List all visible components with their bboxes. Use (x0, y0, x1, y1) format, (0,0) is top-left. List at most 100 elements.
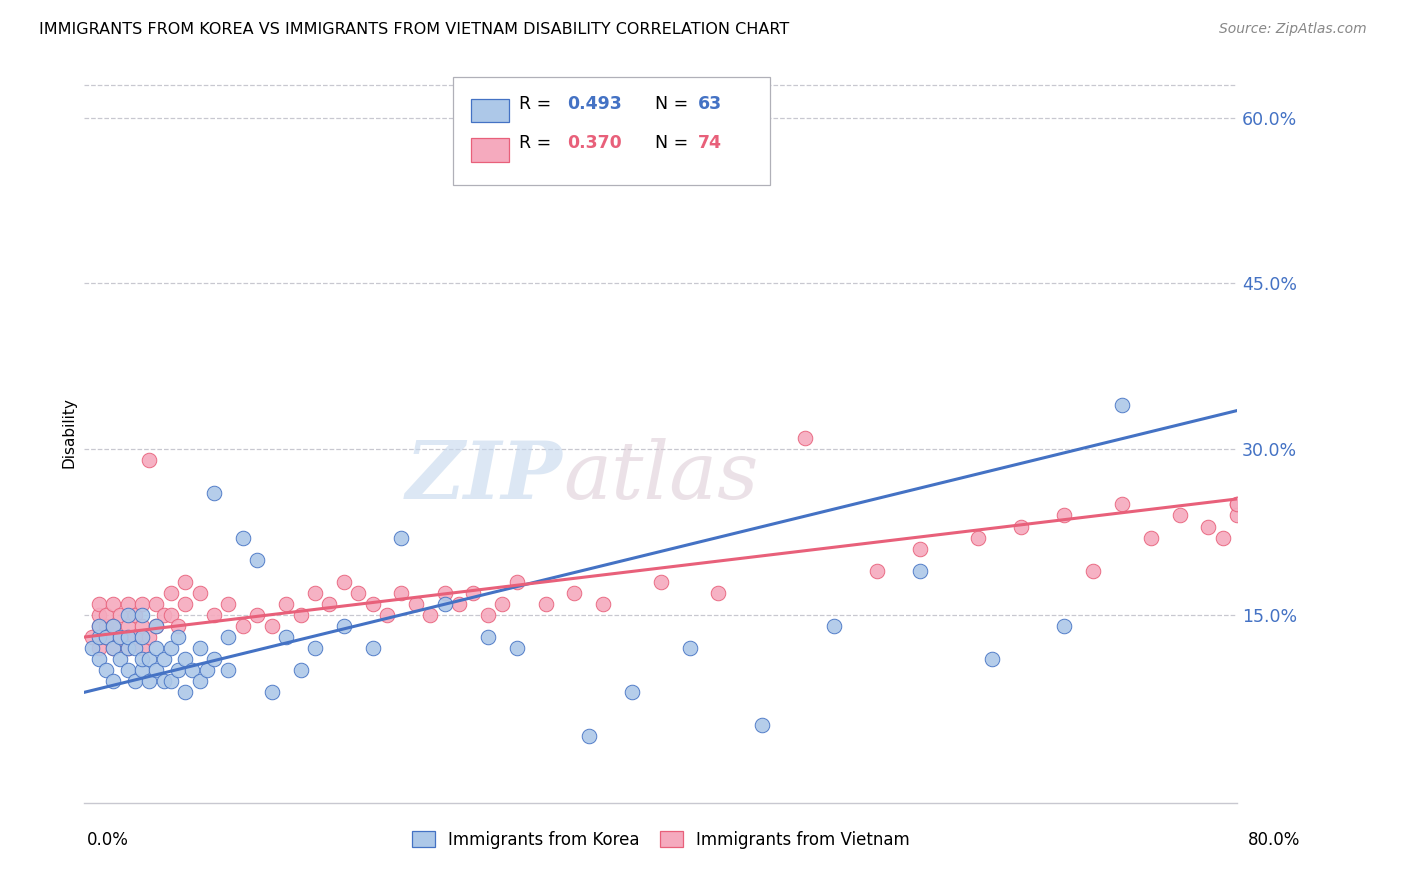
Point (167, 663, 190, 677)
Point (304, 586, 326, 600)
Point (152, 652, 174, 666)
Point (160, 641, 183, 656)
Point (87, 630, 110, 644)
Point (910, 564, 932, 578)
Point (87, 619, 110, 633)
Text: IMMIGRANTS FROM KOREA VS IMMIGRANTS FROM VIETNAM DISABILITY CORRELATION CHART: IMMIGRANTS FROM KOREA VS IMMIGRANTS FROM… (39, 22, 790, 37)
Point (1111, 498, 1133, 512)
Point (87, 641, 110, 656)
Point (823, 619, 845, 633)
Text: 80.0%: 80.0% (1249, 831, 1301, 849)
Text: atlas: atlas (562, 438, 758, 516)
Point (1053, 508, 1076, 523)
Point (218, 630, 240, 644)
Point (910, 541, 932, 556)
Point (967, 531, 990, 545)
Point (463, 586, 485, 600)
Point (181, 663, 204, 677)
Point (117, 630, 139, 644)
Point (152, 674, 174, 689)
Text: 0.0%: 0.0% (87, 831, 129, 849)
Point (477, 630, 499, 644)
Point (87, 652, 110, 666)
Point (110, 630, 132, 644)
Point (276, 597, 298, 611)
Point (103, 641, 124, 656)
Point (188, 586, 211, 600)
Point (564, 586, 586, 600)
Text: N =: N = (644, 135, 693, 153)
Point (145, 619, 167, 633)
Text: R =: R = (519, 135, 557, 153)
Point (117, 607, 139, 622)
Y-axis label: Disability: Disability (60, 397, 76, 468)
Point (103, 619, 124, 633)
Point (124, 641, 146, 656)
Point (167, 619, 190, 633)
Point (94, 663, 117, 677)
Point (405, 597, 427, 611)
Point (87, 607, 110, 622)
Point (103, 619, 124, 633)
Point (117, 619, 139, 633)
Point (1010, 519, 1032, 533)
Point (391, 531, 413, 545)
Point (866, 564, 889, 578)
Point (131, 652, 153, 666)
Point (449, 597, 471, 611)
Point (188, 641, 211, 656)
Point (419, 607, 441, 622)
Point (117, 663, 139, 677)
Point (347, 586, 370, 600)
Point (174, 652, 197, 666)
Point (794, 431, 817, 445)
Point (276, 630, 298, 644)
Point (318, 597, 340, 611)
Point (195, 663, 218, 677)
Point (167, 630, 190, 644)
Point (650, 574, 672, 589)
Point (232, 619, 254, 633)
Text: ZIP: ZIP (406, 438, 562, 516)
Point (131, 597, 153, 611)
Point (145, 663, 167, 677)
Point (188, 674, 211, 689)
Point (103, 597, 124, 611)
Point (491, 597, 513, 611)
Point (333, 574, 356, 589)
Point (333, 619, 356, 633)
Point (80, 641, 103, 656)
Point (80, 630, 103, 644)
Point (145, 597, 167, 611)
Point (578, 730, 600, 744)
Point (174, 685, 197, 699)
Point (232, 531, 254, 545)
Point (290, 607, 312, 622)
Point (110, 630, 132, 644)
Point (131, 630, 153, 644)
Text: N =: N = (644, 95, 693, 113)
Text: 0.493: 0.493 (568, 95, 623, 113)
Point (246, 552, 269, 566)
Point (131, 619, 153, 633)
Point (145, 619, 167, 633)
Point (621, 685, 644, 699)
Point (103, 641, 124, 656)
Point (131, 641, 153, 656)
Point (506, 574, 529, 589)
Point (174, 574, 197, 589)
Point (1053, 619, 1076, 633)
Point (110, 652, 132, 666)
Point (218, 663, 240, 677)
Point (246, 607, 269, 622)
Text: 74: 74 (697, 135, 721, 153)
Point (160, 607, 183, 622)
Point (124, 630, 146, 644)
Point (152, 607, 174, 622)
Point (477, 607, 499, 622)
Point (981, 652, 1004, 666)
Point (391, 586, 413, 600)
Point (361, 597, 384, 611)
Point (592, 597, 614, 611)
Point (1168, 508, 1191, 523)
